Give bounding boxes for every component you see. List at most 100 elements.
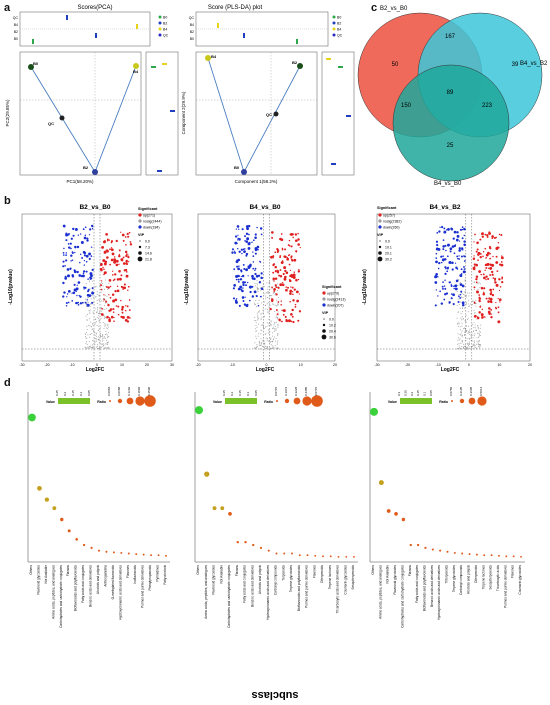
volcano-point-up: [290, 275, 294, 279]
volcano-point-nosig: [271, 340, 273, 342]
volcano-point-nosig: [466, 348, 468, 350]
volcano-point-down: [86, 299, 88, 301]
volcano-point-nosig: [471, 347, 473, 349]
volcano-point-nosig: [474, 329, 476, 331]
enrichment-ratio-legend-dot: [126, 397, 134, 405]
volcano-x-tick: -30: [19, 363, 24, 367]
volcano-point-up: [101, 307, 103, 310]
volcano-point-up: [121, 308, 124, 311]
volcano-point-up: [114, 258, 116, 261]
enrichment-value-tick: 0.2: [410, 391, 414, 396]
volcano-point-nosig: [272, 341, 274, 343]
volcano-point-up: [294, 303, 297, 306]
volcano-point-up: [497, 320, 501, 324]
volcano-point-up: [280, 300, 283, 302]
volcano-point-nosig: [271, 348, 273, 350]
volcano-point-down: [72, 234, 75, 237]
volcano-point-down: [83, 264, 86, 266]
enrichment-category-label: Flavonoid glycosides: [393, 565, 397, 595]
enrichment-category-label: Hydroxycinnamic acids and derivatives: [437, 565, 441, 620]
volcano-point-up: [481, 233, 483, 236]
volcano-point-nosig: [267, 286, 269, 288]
volcano-point-up: [283, 255, 286, 258]
volcano-point-nosig: [274, 329, 276, 331]
volcano-point-nosig: [469, 292, 471, 294]
enrichment-category-label: Alcohols and polyols: [96, 565, 100, 594]
volcano-point-down: [260, 233, 263, 236]
volcano-point-down: [237, 280, 240, 283]
volcano-point-nosig: [463, 345, 465, 347]
volcano-point-nosig: [258, 323, 260, 325]
volcano-point-up: [492, 277, 495, 279]
volcano-point-up: [105, 233, 108, 236]
volcano-point-nosig: [468, 330, 470, 332]
volcano-point-up: [483, 291, 485, 294]
volcano-point-down: [240, 269, 243, 272]
volcano-point-nosig: [275, 329, 277, 331]
pca-point-b0: [28, 64, 34, 70]
enrichment-value-tick: 0.15: [238, 390, 242, 396]
volcano-point-up: [283, 277, 287, 281]
volcano-point-up: [270, 255, 273, 259]
volcano-point-nosig: [256, 280, 258, 282]
volcano-point-nosig: [473, 282, 475, 284]
volcano-point-nosig: [468, 346, 470, 348]
volcano-point-up: [489, 292, 493, 296]
volcano-point-nosig: [476, 283, 478, 285]
enrichment-dot: [483, 554, 486, 557]
plsda-point-b4: [205, 55, 211, 61]
volcano-point-up: [125, 274, 129, 278]
volcano-point-nosig: [271, 288, 273, 290]
volcano-point-up: [278, 274, 281, 277]
svg-text:nosig(2413): nosig(2413): [327, 298, 345, 302]
volcano-point-up: [125, 268, 128, 272]
volcano-point-nosig: [263, 301, 265, 303]
svg-text:Significant: Significant: [377, 206, 397, 210]
volcano-point-down: [451, 245, 455, 248]
enrichment-value-tick: 0.1: [423, 391, 427, 396]
volcano-point-nosig: [462, 296, 464, 298]
volcano-point-down: [66, 268, 70, 271]
enrichment-dot: [105, 550, 108, 553]
svg-text:14.6: 14.6: [145, 252, 152, 256]
volcano-point-nosig: [98, 315, 100, 317]
volcano-point-down: [238, 265, 240, 267]
volcano-point-nosig: [464, 331, 466, 333]
volcano-point-nosig: [273, 292, 275, 294]
volcano-point-nosig: [479, 334, 481, 336]
volcano-point-nosig: [273, 348, 275, 350]
volcano-point-up: [478, 311, 481, 314]
enrichment-category-label: Others: [29, 565, 33, 575]
enrichment-dot: [337, 555, 340, 558]
volcano-point-nosig: [465, 296, 467, 298]
volcano-point-nosig: [464, 334, 466, 336]
enrichment-category-label: Carbonyl compounds: [274, 565, 278, 596]
volcano-point-nosig: [87, 347, 89, 349]
volcano-point-nosig: [98, 311, 100, 313]
volcano-point-nosig: [102, 322, 104, 324]
volcano-point-nosig: [473, 341, 475, 343]
volcano-point-down: [247, 246, 251, 250]
enrichment-category-label: Phenylpropanoids: [148, 565, 152, 591]
volcano-point-down: [445, 249, 447, 252]
volcano-point-nosig: [102, 346, 104, 348]
volcano-point-nosig: [258, 340, 260, 342]
enrichment-category-label: Carbohydrates and carbohydrate conjugate…: [400, 565, 404, 628]
volcano-point-down: [434, 275, 438, 279]
volcano-point-nosig: [107, 328, 109, 330]
volcano-point-up: [271, 236, 274, 239]
volcano-point-nosig: [468, 332, 470, 334]
volcano-point-down: [444, 244, 447, 247]
volcano-point-nosig: [95, 332, 97, 334]
volcano-point-nosig: [261, 345, 263, 347]
volcano-point-nosig: [105, 337, 107, 339]
volcano-point-nosig: [89, 336, 91, 338]
volcano-point-nosig: [480, 327, 482, 329]
volcano-point-up: [126, 315, 130, 319]
volcano-point-down: [255, 274, 259, 278]
volcano-point-up: [489, 246, 492, 250]
volcano-point-up: [473, 301, 476, 304]
volcano-point-up: [115, 305, 118, 307]
volcano-point-nosig: [272, 327, 274, 329]
plsda-plot: Score (PLS-DA) plot QC B4 B2 B0 B0 B2 B4…: [181, 5, 355, 184]
